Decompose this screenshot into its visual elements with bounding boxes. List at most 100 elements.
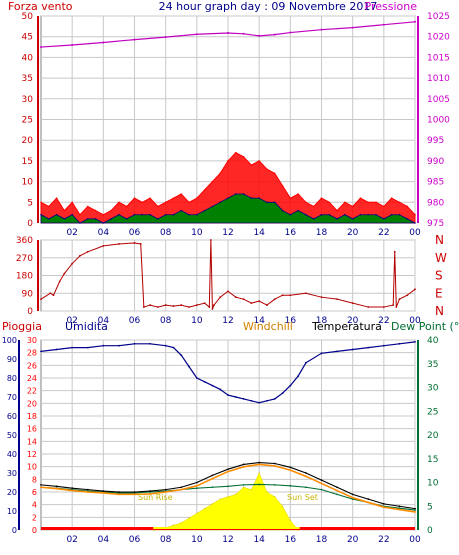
- wind-avg-point: [336, 218, 338, 220]
- wind-avg-point: [86, 218, 89, 220]
- direction-point: [351, 302, 354, 305]
- wind-avg-point: [118, 213, 120, 216]
- rain-y-tick-label: 14: [27, 437, 37, 446]
- solar-point: [227, 496, 229, 498]
- wind-gust-point: [196, 197, 198, 199]
- wind-avg-point: [242, 193, 245, 195]
- direction-point: [395, 306, 398, 308]
- wind-gust-point: [40, 201, 42, 204]
- wind-avg-point: [102, 222, 105, 224]
- windchill-point: [86, 491, 89, 493]
- windchill-point: [367, 501, 370, 504]
- direction-point: [142, 306, 145, 308]
- pressure-axis-label: Pressione: [365, 0, 418, 13]
- windchill-point: [398, 508, 401, 511]
- humidity-point: [281, 392, 284, 395]
- direction-point: [305, 292, 307, 295]
- dewpoint-point: [211, 486, 214, 489]
- pressure-y-tick-label: 1015: [427, 53, 450, 63]
- wind-y-tick-label: 45: [22, 33, 33, 43]
- direction-point: [86, 250, 89, 253]
- temperature-point: [336, 486, 338, 489]
- humidity-y-tick-label: 40: [7, 450, 17, 459]
- temperature-point: [320, 479, 323, 482]
- pressure-y-tick-label: 1020: [427, 33, 450, 43]
- temp-y-tick-label: 40: [427, 336, 439, 346]
- solar-point: [211, 503, 214, 505]
- dewpoint-point: [336, 493, 338, 496]
- direction-point: [398, 298, 401, 301]
- wind-avg-point: [328, 213, 331, 216]
- wind-avg-point: [55, 213, 58, 216]
- direction-x-tick-label: 16: [285, 316, 297, 326]
- legend-temperature: Temperatura: [311, 320, 382, 333]
- humidity-point: [250, 399, 253, 402]
- humidity-point: [172, 346, 175, 349]
- wind-y-tick-label: 40: [22, 53, 34, 63]
- pressure-point: [289, 31, 292, 34]
- direction-y-tick-label: 90: [22, 289, 34, 299]
- wind-avg-point: [133, 213, 136, 216]
- temperature-point: [164, 488, 167, 491]
- legend-dewpoint: Dew Point (°C: [391, 320, 459, 333]
- temperature-point: [305, 472, 307, 474]
- temp-y-tick-label: 0: [427, 526, 433, 536]
- humidity-point: [242, 398, 245, 400]
- humidity-point: [219, 388, 222, 391]
- wind-avg-point: [141, 213, 144, 216]
- direction-point: [219, 296, 222, 299]
- pressure-y-tick-label: 1000: [427, 116, 450, 126]
- direction-point: [156, 306, 159, 308]
- pressure-point: [133, 38, 136, 41]
- pressure-y-tick-label: 995: [427, 136, 444, 146]
- dewpoint-point: [414, 509, 416, 511]
- direction-point: [281, 294, 284, 297]
- pressure-point: [195, 33, 198, 36]
- wind-avg-point: [320, 213, 323, 216]
- pressure-point: [351, 26, 354, 29]
- dewpoint-point: [227, 485, 229, 488]
- temperature-point: [258, 461, 261, 464]
- temperature-point: [211, 474, 214, 477]
- wind-gust-series: [40, 151, 416, 224]
- wind-avg-point: [180, 209, 183, 212]
- temp-x-tick-label: 00: [409, 535, 421, 545]
- direction-y-tick-label: 360: [16, 236, 33, 246]
- wind-gust-point: [47, 205, 50, 208]
- wind-gust-point: [149, 197, 151, 199]
- wind-avg-point: [219, 201, 222, 204]
- direction-point: [209, 239, 212, 241]
- humidity-y-tick-label: 80: [7, 374, 17, 383]
- wind-avg-point: [227, 197, 229, 199]
- wind-gust-point: [219, 172, 222, 175]
- wind-avg-point: [188, 213, 190, 216]
- humidity-point: [273, 398, 276, 400]
- wind-gust-point: [55, 197, 58, 199]
- solar-point: [203, 507, 206, 510]
- temperature-point: [55, 485, 58, 488]
- windchill-point: [55, 487, 58, 490]
- direction-point: [49, 292, 52, 295]
- wind-avg-point: [398, 213, 401, 216]
- windchill-point: [289, 469, 292, 472]
- humidity-point: [336, 350, 338, 353]
- humidity-point: [118, 344, 120, 347]
- wind-gust-point: [79, 213, 81, 216]
- wind-avg-point: [234, 193, 237, 195]
- direction-point: [211, 308, 214, 310]
- direction-point: [172, 305, 175, 307]
- windchill-point: [102, 492, 105, 494]
- wind-axis-label: Forza vento: [8, 0, 73, 13]
- humidity-point: [382, 344, 385, 347]
- wind-avg-point: [367, 213, 370, 216]
- temperature-point: [382, 502, 385, 505]
- solar-point: [188, 517, 190, 519]
- axes-layer: 02 04 06 08 10 12 14 16 18 20 22 000510152025303540…: [2, 12, 450, 545]
- humidity-point: [40, 350, 42, 353]
- direction-point: [139, 243, 142, 245]
- rain-y-tick-label: 28: [27, 349, 37, 358]
- wind-avg-point: [281, 209, 284, 212]
- humidity-point: [71, 346, 74, 349]
- rain-y-tick-label: 16: [27, 425, 37, 434]
